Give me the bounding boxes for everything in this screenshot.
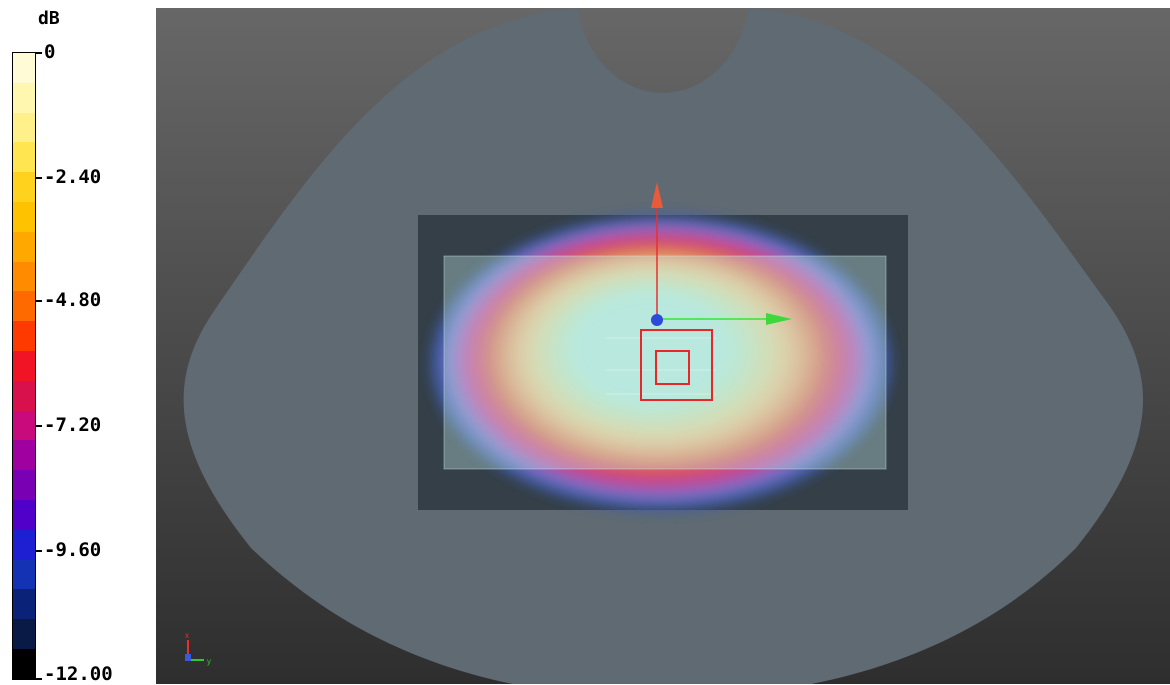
colorbar — [12, 52, 36, 680]
colorbar-segment — [13, 201, 35, 232]
colorbar-segment — [13, 172, 35, 202]
colorbar-segment — [13, 82, 35, 113]
colorbar-segment — [13, 53, 35, 83]
colorbar-segment — [13, 321, 35, 351]
colorbar-segment — [13, 470, 35, 500]
sar-heatmap — [431, 215, 891, 511]
legend-tick-label: -2.40 — [44, 166, 102, 188]
colorbar-segment — [13, 291, 35, 322]
z-axis-arrow[interactable] — [651, 182, 663, 208]
legend-tick — [36, 678, 42, 680]
legend-tick — [36, 300, 42, 302]
legend-tick-label: 0 — [44, 41, 56, 63]
colorbar-segment — [13, 648, 35, 679]
colorbar-segment — [13, 112, 35, 143]
svg-text:y: y — [207, 657, 211, 666]
scan-lines — [606, 337, 716, 395]
flat-phantom-plate — [443, 255, 887, 470]
colorbar-segment — [13, 350, 35, 381]
legend-tick — [36, 52, 42, 54]
legend-tick — [36, 550, 42, 552]
y-axis-arrow[interactable] — [766, 313, 792, 325]
phantom-scene: x y — [183, 8, 1143, 684]
probe-inner-square[interactable] — [655, 350, 690, 385]
legend-tick-label: -12.00 — [44, 663, 113, 685]
probe-outer-square[interactable] — [640, 329, 713, 401]
colorbar-segment — [13, 619, 35, 649]
legend-tick-label: -7.20 — [44, 414, 102, 436]
colorbar-segment — [13, 440, 35, 471]
colorbar-segment — [13, 499, 35, 530]
colorbar-segment — [13, 231, 35, 262]
legend-unit: dB — [38, 8, 60, 29]
colorbar-segment — [13, 142, 35, 173]
origin-marker[interactable] — [651, 314, 663, 326]
legend-tick — [36, 425, 42, 427]
svg-text:x: x — [185, 631, 189, 640]
axes-indicator: x y — [185, 631, 211, 666]
3d-viewport[interactable]: x y — [156, 8, 1170, 684]
colorbar-segment — [13, 410, 35, 441]
colorbar-segment — [13, 380, 35, 411]
legend-tick — [36, 177, 42, 179]
heatmap-contour — [571, 293, 731, 405]
colorbar-legend: dB 0 -2.40 -4.80 -7.20 -9.60 -12.00 — [0, 0, 156, 684]
colorbar-segment — [13, 589, 35, 620]
colorbar-segment — [13, 559, 35, 590]
colorbar-segment — [13, 261, 35, 292]
colorbar-segment — [13, 529, 35, 560]
legend-tick-label: -4.80 — [44, 289, 102, 311]
legend-tick-label: -9.60 — [44, 539, 102, 561]
